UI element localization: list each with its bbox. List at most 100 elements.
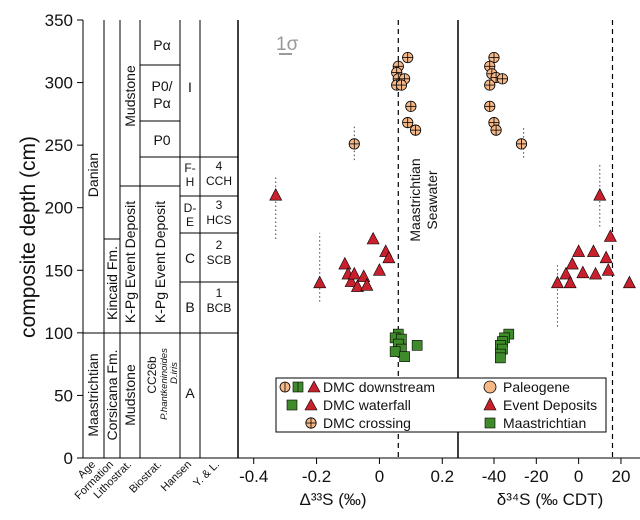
legend-waterfall-square	[286, 399, 298, 411]
bio-phantkeninoides: P.hantkeninoides	[159, 348, 170, 420]
y-axis-label: composite depth (cm)	[17, 136, 40, 338]
strat-column-headers: AgeFormationLithostrat.Biostrat.HansenY.…	[73, 459, 223, 503]
y-tick-label: 250	[45, 136, 73, 155]
yl-cch: CCH	[206, 174, 232, 188]
legend-crossing: DMC crossing	[323, 415, 411, 431]
panel-d34s: -40 -20 0 20	[482, 20, 636, 486]
y-ticks: 0 50 100 150 200 250 300 350	[45, 11, 83, 468]
litho-event-deposit: K-Pg Event Deposit	[122, 201, 138, 323]
point-event-deposit	[382, 250, 396, 264]
point-maastrichtian	[399, 351, 410, 362]
point-maastrichtian	[495, 352, 506, 364]
point-maastrichtian	[389, 346, 401, 357]
point-event-deposit	[586, 244, 600, 257]
legend: DMC downstream DMC waterfall DMC crossin…	[275, 377, 607, 433]
x-tick-label: 0.2	[430, 467, 454, 486]
point-event-deposit	[550, 275, 564, 289]
bio-diris: D.iris	[169, 362, 180, 384]
hansen-de-2: E	[186, 215, 194, 229]
legend-event-triangle	[483, 397, 497, 411]
y-tick-label: 50	[54, 386, 73, 405]
point-event-deposit	[559, 266, 573, 280]
x-tick-label: -0.4	[239, 467, 268, 486]
point-event-deposit	[593, 188, 607, 201]
legend-paleogene: Paleogene	[503, 379, 570, 395]
x-tick-label: 20	[611, 467, 630, 486]
legend-downstream-triangle	[307, 380, 321, 393]
legend-maastrichtian: Maastrichtian	[503, 415, 586, 431]
point-maastrichtian	[411, 340, 423, 351]
y-tick-label: 100	[45, 324, 73, 343]
point-event-deposit	[572, 244, 586, 257]
legend-waterfall-triangle	[304, 398, 318, 411]
x-axis-label-d33s: Δ³³S (‰)	[299, 490, 366, 509]
bio-cc26b: CC26b	[145, 356, 159, 394]
legend-event: Event Deposits	[503, 397, 597, 413]
sigma-label: 1σ	[276, 34, 299, 55]
point-event-deposit	[589, 266, 603, 280]
yl-3: 3	[216, 198, 223, 212]
x-tick-label: -40	[482, 467, 507, 486]
y-tick-label: 0	[64, 449, 73, 468]
point-event-deposit	[372, 263, 386, 276]
y-tick-label: 300	[45, 74, 73, 93]
age-danian: Danian	[85, 153, 101, 197]
yl-scb: SCB	[207, 253, 232, 267]
seawater-label-1: Maastrichtian	[407, 158, 423, 241]
yl-1: 1	[216, 286, 223, 300]
y-tick-label: 350	[45, 11, 73, 30]
age-maastrichtian: Maastrichtian	[85, 353, 101, 436]
hansen-de-1: D-	[184, 201, 197, 215]
point-event-deposit	[344, 274, 358, 287]
seawater-label-2: Seawater	[424, 170, 440, 229]
hansen-b: B	[185, 299, 194, 315]
strat-header: Hansen	[159, 459, 194, 494]
x-tick-label: 0	[574, 467, 583, 486]
legend-waterfall: DMC waterfall	[323, 397, 411, 413]
point-event-deposit	[313, 275, 327, 289]
y-tick-label: 200	[45, 199, 73, 218]
yl-hcs: HCS	[206, 213, 231, 227]
x-tick-label: -0.2	[302, 467, 331, 486]
point-event-deposit	[622, 275, 636, 289]
x-tick-label: -20	[524, 467, 549, 486]
hansen-c: C	[185, 250, 195, 266]
formation-kincaid: Kincaid Fm.	[104, 246, 120, 320]
point-event-deposit	[565, 256, 579, 270]
point-event-deposit	[360, 278, 374, 291]
stratigraphy-columns	[82, 20, 640, 459]
point-event-deposit	[357, 269, 371, 282]
yl-4: 4	[216, 159, 223, 173]
legend-maastrichtian-square	[484, 417, 496, 429]
point-event-deposit	[366, 231, 380, 245]
yl-bcb: BCB	[207, 301, 232, 315]
yl-2: 2	[216, 238, 223, 252]
formation-corsicana: Corsicana Fm.	[104, 349, 120, 440]
point-event-deposit	[347, 266, 361, 280]
bio-p0: P0	[153, 132, 170, 148]
hansen-fh-2: H	[186, 175, 195, 189]
x-axis-label-d34s: δ³⁴S (‰ CDT)	[497, 490, 603, 509]
point-event-deposit	[563, 275, 577, 289]
hansen-a: A	[185, 385, 195, 401]
point-event-deposit	[269, 188, 283, 201]
point-event-deposit	[599, 250, 613, 264]
legend-paleogene-circle	[483, 380, 497, 394]
bio-palpha: Pα	[153, 37, 170, 53]
litho-mudstone-bottom: Mudstone	[122, 364, 138, 426]
point-event-deposit	[338, 256, 352, 270]
legend-downstream: DMC downstream	[323, 379, 435, 395]
hansen-i: I	[188, 79, 192, 95]
strat-header: Biostrat.	[127, 459, 164, 496]
point-event-deposit	[350, 279, 364, 292]
bio-event-deposit: K-Pg Event Deposit	[152, 201, 168, 323]
point-event-deposit	[601, 263, 615, 276]
panel-d33s: -0.4 -0.2 0 0.2	[239, 20, 454, 486]
point-event-deposit	[603, 229, 617, 242]
bio-p0-1: P0/	[151, 78, 172, 94]
point-event-deposit	[576, 265, 590, 279]
x-tick-label: 0	[375, 467, 384, 486]
strat-header: Y. & L.	[191, 459, 222, 490]
bio-p0-2: Pα	[153, 95, 170, 111]
